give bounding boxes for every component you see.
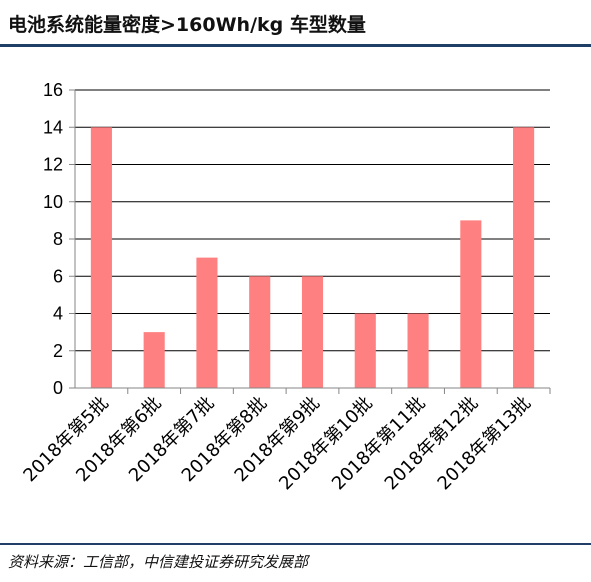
y-tick-labels: 0 2 4 6 8 10 12 14 16: [43, 80, 63, 398]
x-tick-label: 2018年第10批: [275, 393, 377, 495]
y-tick-label: 2: [53, 341, 63, 361]
bar: [249, 276, 271, 388]
y-tick-label: 0: [53, 378, 63, 398]
bar: [196, 257, 218, 388]
bar: [143, 332, 165, 388]
x-tick-labels: 2018年第5批2018年第6批2018年第7批2018年第8批2018年第9批…: [19, 393, 535, 495]
bar-chart: 0 2 4 6 8 10 12 14 16 2018年第5批2018年第6批2018年第7批20…: [19, 80, 551, 495]
y-tick-label: 8: [53, 229, 63, 249]
y-tick-label: 12: [43, 155, 63, 175]
bar: [354, 313, 376, 388]
x-tick-label: 2018年第11批: [328, 393, 430, 495]
x-tick-label: 2018年第12批: [381, 393, 483, 495]
footer-rule: [0, 543, 591, 545]
bar: [90, 127, 112, 388]
bar: [460, 220, 482, 388]
y-tick-label: 4: [53, 304, 63, 324]
y-tick-label: 6: [53, 266, 63, 286]
chart-title: 电池系统能量密度>160Wh/kg 车型数量: [8, 14, 366, 36]
y-tick-label: 14: [43, 117, 63, 137]
header-rule: [0, 44, 591, 47]
bar: [301, 276, 324, 388]
bars: [90, 127, 535, 388]
source-note: 资料来源：工信部，中信建投证券研究发展部: [8, 553, 309, 571]
axes: [69, 89, 551, 394]
x-tick-label: 2018年第13批: [434, 393, 536, 495]
bar: [513, 127, 535, 388]
y-tick-label: 16: [43, 80, 63, 100]
bar: [407, 313, 429, 388]
y-tick-label: 10: [43, 192, 63, 212]
